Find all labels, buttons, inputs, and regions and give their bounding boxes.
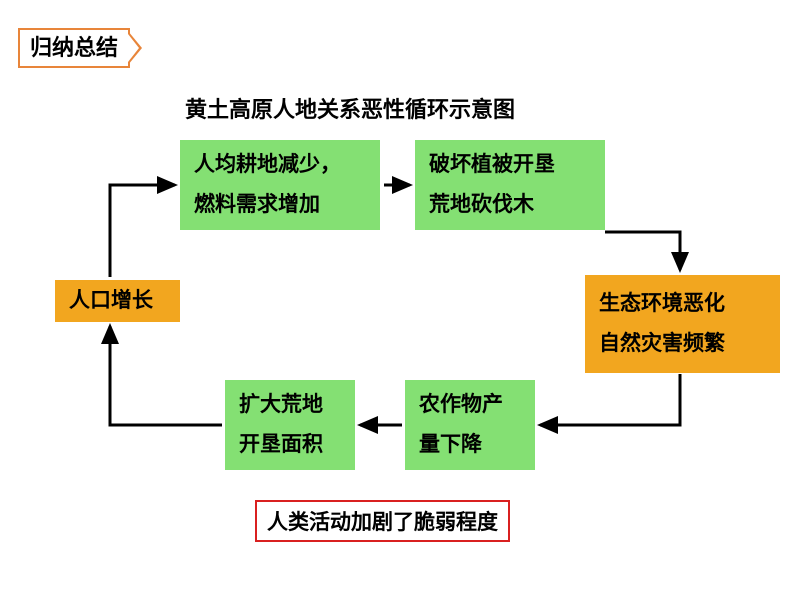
node-expand-wasteland: 扩大荒地 开垦面积 xyxy=(225,380,355,470)
node-eco-deteriorate: 生态环境恶化 自然灾害频繁 xyxy=(585,275,780,373)
node-arable-fuel: 人均耕地减少， 燃料需求增加 xyxy=(180,140,380,230)
node-label: 人口增长 xyxy=(69,281,153,321)
caption: 人类活动加剧了脆弱程度 xyxy=(255,500,510,542)
node-crop-yield-drop: 农作物产 量下降 xyxy=(405,380,535,470)
caption-text: 人类活动加剧了脆弱程度 xyxy=(267,511,498,534)
node-label: 扩大荒地 开垦面积 xyxy=(239,385,323,465)
arrow-n6-n1 xyxy=(110,185,175,277)
summary-tag-text: 归纳总结 xyxy=(30,36,118,60)
arrow-n2-n3 xyxy=(605,232,680,270)
summary-tag: 归纳总结 xyxy=(18,28,130,68)
arrow-n3-n4 xyxy=(540,374,680,425)
node-label: 人均耕地减少， 燃料需求增加 xyxy=(194,145,341,225)
node-label: 破坏植被开垦 荒地砍伐木 xyxy=(429,145,555,225)
diagram-title: 黄土高原人地关系恶性循环示意图 xyxy=(185,92,515,124)
node-label: 生态环境恶化 自然灾害频繁 xyxy=(599,284,725,364)
node-label: 农作物产 量下降 xyxy=(419,385,503,465)
node-destroy-vegetation: 破坏植被开垦 荒地砍伐木 xyxy=(415,140,605,230)
arrow-n5-n6 xyxy=(110,326,222,425)
node-population-growth: 人口增长 xyxy=(55,280,180,322)
